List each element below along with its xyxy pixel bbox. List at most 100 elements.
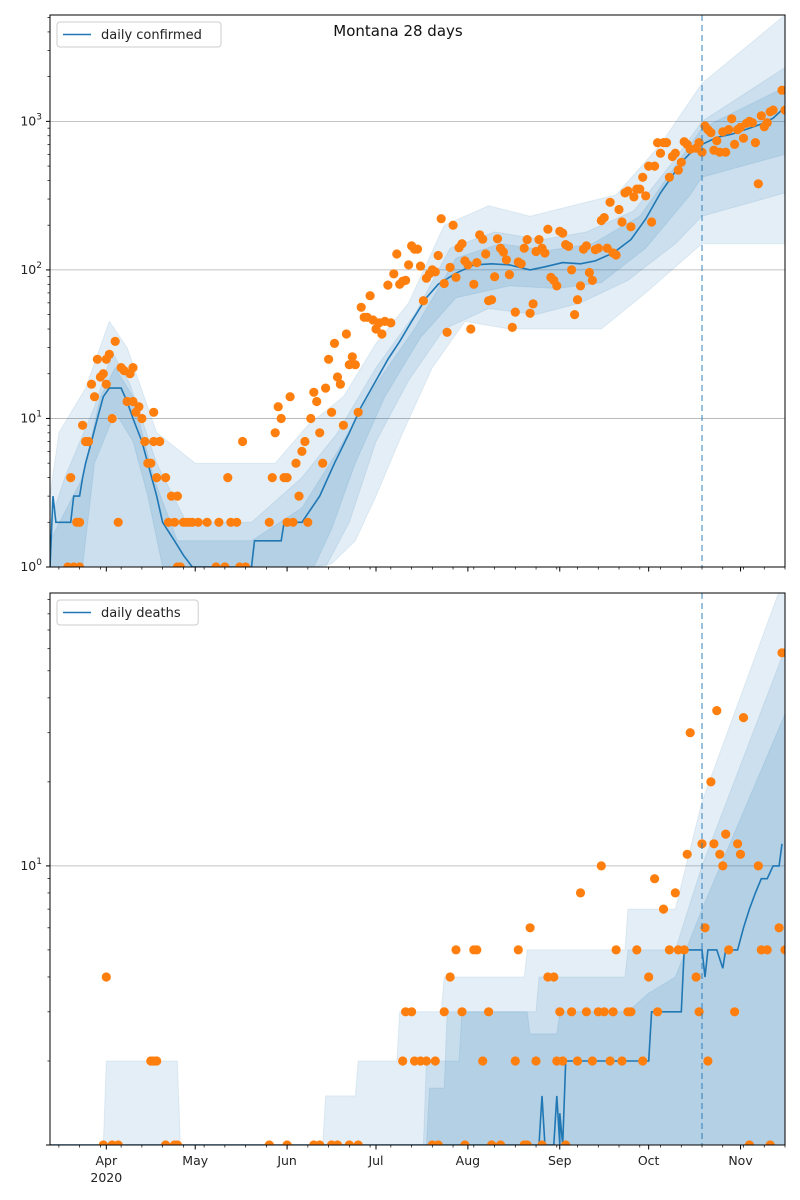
data-point [564,241,574,251]
data-point [161,473,171,483]
data-point [774,923,784,933]
data-point [587,275,598,285]
data-point [650,874,660,884]
data-point [273,402,283,412]
data-point [276,413,286,424]
data-point [617,217,627,227]
data-point [650,161,660,171]
data-point [430,1056,440,1066]
y-tick-label: 101 [20,409,42,425]
data-point [507,322,517,332]
data-point [291,458,301,468]
data-point [762,945,772,955]
data-point [172,491,182,501]
panel-daily-deaths: 101 Apr 2020 May Jun Jul Aug Sep Oct Nov daily dea… [20,592,786,1185]
data-point [341,329,351,339]
data-point [113,1140,123,1145]
data-point [356,302,366,312]
data-point [332,372,343,382]
data-point [75,562,85,567]
data-point [98,369,108,379]
data-point [75,517,85,527]
data-point [484,1007,494,1017]
data-point [401,275,411,285]
data-point [747,118,758,128]
data-point [86,379,97,389]
data-point [522,235,532,245]
data-point [344,1140,354,1145]
data-point [635,184,645,194]
data-point [315,1140,325,1145]
data-point [658,904,669,914]
data-point [490,272,500,282]
data-point [335,379,345,389]
data-point [513,945,523,955]
data-point [596,861,606,871]
data-point [332,1140,343,1145]
data-point [220,562,230,567]
data-point [288,517,298,527]
data-point [442,327,452,337]
data-point [347,352,357,362]
data-point [738,133,749,143]
data-point [463,260,473,270]
data-point [300,436,310,447]
x-tick-label: Apr [95,1153,117,1168]
data-point [611,250,621,260]
data-point [510,307,520,317]
data-point [561,1140,571,1145]
data-point [321,383,331,393]
plot-area [50,15,785,567]
data-point [398,1056,408,1066]
data-point [685,728,695,738]
data-point [626,1007,636,1017]
data-point [614,204,624,215]
x-year-label: 2020 [90,1170,122,1185]
data-point [329,338,340,348]
data-point [617,1056,627,1066]
band-outer [50,593,785,1145]
data-point [155,436,165,447]
data-point [510,1056,520,1066]
data-point [264,517,274,527]
legend-box [56,21,222,48]
data-point [647,217,657,227]
data-point [676,157,686,167]
data-point [682,849,692,859]
data-point [724,945,734,955]
data-point [412,244,423,254]
data-point [661,138,672,148]
data-point [727,114,737,124]
data-point [264,1140,274,1145]
data-point [570,310,580,320]
data-point [149,407,159,417]
data-point [673,165,683,175]
axes-frame [49,592,786,1146]
data-point [214,517,224,527]
data-point [641,191,651,201]
data-point [626,222,636,232]
data-point [110,336,120,346]
data-point [572,1056,583,1066]
legend: daily deaths [56,599,199,626]
data-point [552,281,562,291]
band-inner [50,86,785,567]
data-point [128,396,138,407]
x-tick-label: Aug [456,1153,480,1168]
y-tick-label: 102 [20,261,42,277]
data-point [664,172,675,182]
data-point [572,295,583,305]
data-point [522,1140,532,1145]
data-point [338,420,348,430]
data-point [670,148,680,158]
data-point [516,259,526,269]
data-point [644,972,654,982]
data-point [501,255,511,265]
data-point [451,945,461,955]
data-point [587,1056,598,1066]
data-point [593,243,603,253]
data-point [753,861,763,871]
data-point [282,1140,292,1145]
data-point [383,280,393,290]
data-point [750,138,761,148]
